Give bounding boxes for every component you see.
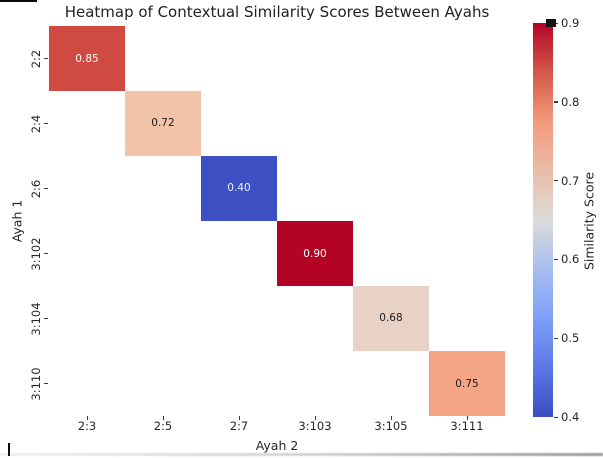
colorbar-corner-artifact (546, 19, 556, 27)
colorbar-tick-label-0.7: 0.7 (561, 173, 580, 188)
y-tick-label-2:2: 2:2 (29, 49, 43, 68)
heatmap-cell-3:104-3:105: 0.68 (352, 285, 429, 351)
heatmap-cell-3:102-3:103: 0.90 (277, 221, 353, 286)
colorbar-tick-label-0.6: 0.6 (561, 252, 580, 267)
y-tick-mark (44, 58, 48, 60)
heatmap-cell-3:110-3:111: 0.75 (429, 351, 505, 416)
y-axis-label: Ayah 1 (9, 199, 25, 243)
x-tick-label-3:105: 3:105 (374, 419, 408, 433)
y-tick-label-2:4: 2:4 (29, 114, 43, 133)
colorbar-tick-label-0.8: 0.8 (561, 94, 580, 109)
heatmap-cell-2:2-2:3: 0.85 (49, 26, 125, 91)
heatmap-cell-2:4-2:5: 0.72 (124, 90, 201, 156)
x-tick-label-3:103: 3:103 (298, 419, 332, 433)
y-tick-label-2:6: 2:6 (29, 179, 43, 198)
x-axis-label: Ayah 2 (255, 438, 299, 453)
x-tick-mark (314, 416, 316, 420)
colorbar-label: Similarity Score (581, 171, 597, 271)
y-tick-label-3:102: 3:102 (29, 236, 43, 271)
colorbar (533, 23, 553, 417)
x-tick-mark (466, 416, 468, 420)
text-cursor-artifact (8, 443, 10, 456)
x-tick-mark (162, 416, 164, 420)
heatmap-cell-2:6-2:7: 0.40 (200, 155, 277, 221)
colorbar-tick-mark (554, 101, 558, 103)
y-tick-mark (44, 253, 48, 255)
colorbar-tick-label-0.5: 0.5 (561, 331, 580, 346)
y-tick-mark (44, 318, 48, 320)
colorbar-tick-mark (554, 258, 558, 261)
x-tick-mark (238, 416, 240, 420)
x-tick-label-3:111: 3:111 (450, 419, 484, 433)
screenshot-border-artifact-top (0, 0, 37, 2)
x-tick-label-2:7: 2:7 (229, 419, 249, 433)
colorbar-tick-mark (554, 416, 558, 418)
x-tick-label-2:3: 2:3 (77, 419, 97, 433)
colorbar-tick-label-0.9: 0.9 (561, 16, 580, 30)
y-tick-mark (44, 188, 48, 190)
chart-title: Heatmap of Contextual Similarity Scores … (64, 3, 490, 21)
colorbar-tick-mark (554, 337, 558, 339)
x-tick-mark (390, 416, 392, 420)
heatmap-grid: 0.85 0.72 0.40 0.90 0.68 0.75 (49, 26, 505, 416)
x-tick-label-2:5: 2:5 (153, 419, 173, 433)
y-tick-mark (44, 123, 48, 125)
colorbar-tick-mark (554, 22, 558, 24)
colorbar-tick-mark (554, 180, 558, 182)
screenshot-border-artifact-bottom (0, 453, 603, 456)
y-tick-label-3:110: 3:110 (29, 366, 43, 401)
x-tick-mark (86, 416, 88, 420)
y-tick-label-3:104: 3:104 (29, 301, 43, 336)
y-tick-mark (44, 383, 48, 385)
colorbar-tick-label-0.4: 0.4 (561, 410, 580, 424)
